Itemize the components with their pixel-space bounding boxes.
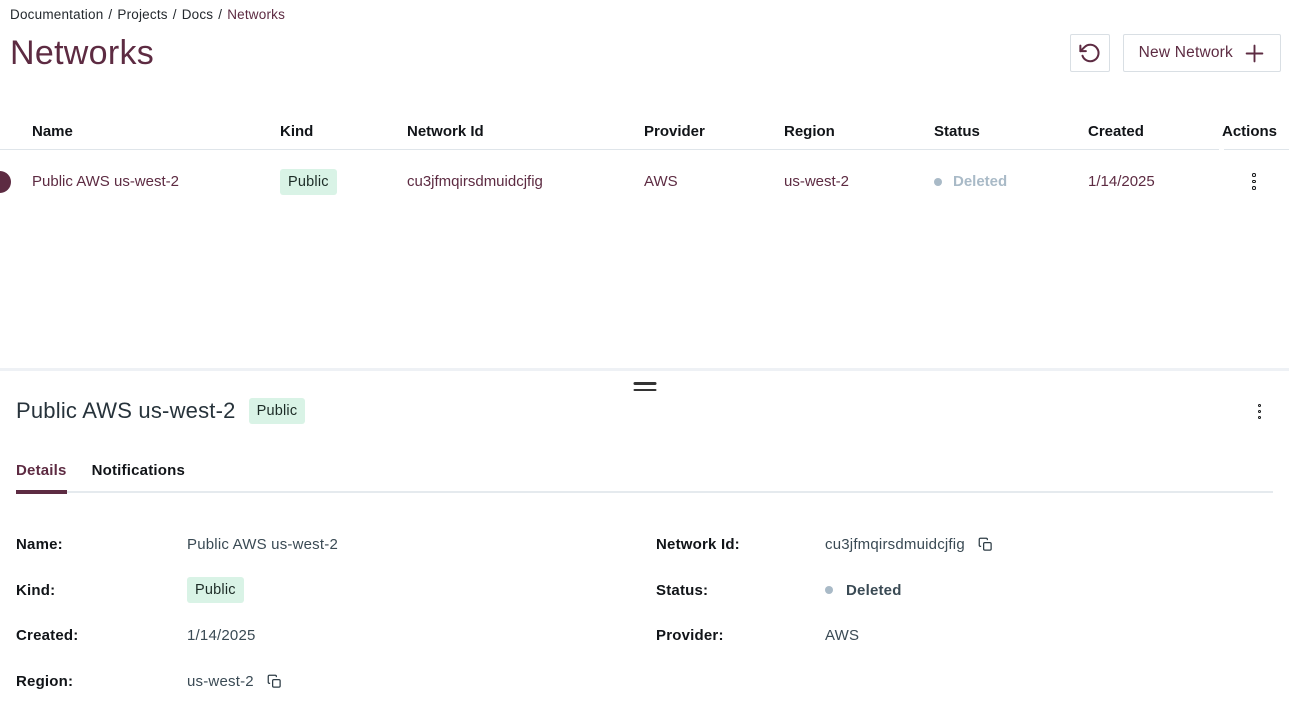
new-network-button-label: New Network <box>1139 44 1233 62</box>
page-title: Networks <box>10 34 154 73</box>
header-actions: New Network <box>1070 34 1281 72</box>
kebab-dot-icon <box>1252 180 1256 184</box>
status-dot-icon <box>825 586 833 594</box>
field-network-id: Network Id: cu3jfmqirsdmuidcjfig <box>656 522 1289 568</box>
column-header-kind: Kind <box>280 123 407 140</box>
field-label: Network Id: <box>656 536 825 553</box>
drawer-detail-fields: Name: Public AWS us-west-2 Kind: Public … <box>0 493 1289 704</box>
copy-icon <box>978 537 993 552</box>
field-label: Created: <box>16 627 187 644</box>
region-value: us-west-2 <box>187 673 254 690</box>
kebab-dot-icon <box>1258 416 1261 419</box>
column-header-region: Region <box>784 123 934 140</box>
field-label: Kind: <box>16 582 187 599</box>
rotate-ccw-icon <box>1079 42 1101 64</box>
column-header-provider: Provider <box>644 123 784 140</box>
fields-right-column: Network Id: cu3jfmqirsdmuidcjfig <box>656 522 1289 704</box>
column-header-created: Created <box>1088 123 1222 140</box>
breadcrumb-item-networks-current: Networks <box>227 7 285 22</box>
drag-handle-bar <box>633 389 656 392</box>
cell-name: Public AWS us-west-2 <box>32 173 280 190</box>
network-id-value: cu3jfmqirsdmuidcjfig <box>825 536 965 553</box>
field-value: Deleted <box>825 582 902 599</box>
row-actions-menu-button[interactable] <box>1248 169 1260 194</box>
breadcrumb: Documentation / Projects / Docs / Networks <box>0 0 1289 22</box>
refresh-button[interactable] <box>1070 34 1110 72</box>
field-created: Created: 1/14/2025 <box>16 613 656 659</box>
field-value: Public AWS us-west-2 <box>187 536 338 553</box>
networks-table: Name Kind Network Id Provider Region Sta… <box>0 113 1289 213</box>
field-label: Provider: <box>656 627 825 644</box>
page-header: Networks New Network <box>0 22 1289 73</box>
status-label: Deleted <box>953 173 1007 190</box>
copy-network-id-button[interactable] <box>978 537 993 552</box>
field-provider: Provider: AWS <box>656 613 1289 659</box>
cell-status: Deleted <box>934 173 1088 190</box>
status-label: Deleted <box>846 582 902 599</box>
kebab-dot-icon <box>1258 410 1261 413</box>
column-header-network-id: Network Id <box>407 123 644 140</box>
field-label: Name: <box>16 536 187 553</box>
breadcrumb-separator: / <box>173 7 177 22</box>
field-status: Status: Deleted <box>656 568 1289 614</box>
field-value: cu3jfmqirsdmuidcjfig <box>825 536 993 553</box>
drawer-drag-handle[interactable] <box>631 380 658 393</box>
column-header-actions: Actions <box>1222 123 1289 140</box>
copy-icon <box>267 674 282 689</box>
copy-region-button[interactable] <box>267 674 282 689</box>
column-header-name: Name <box>32 123 280 140</box>
column-header-status: Status <box>934 123 1088 140</box>
drag-handle-bar <box>633 382 656 385</box>
tab-notifications[interactable]: Notifications <box>92 454 185 493</box>
tab-details[interactable]: Details <box>16 454 67 493</box>
kebab-dot-icon <box>1258 404 1261 407</box>
cell-region: us-west-2 <box>784 173 934 190</box>
kind-badge: Public <box>280 169 337 195</box>
detail-drawer: Public AWS us-west-2 Public Details Noti… <box>0 368 1289 700</box>
kebab-dot-icon <box>1252 186 1256 190</box>
field-region: Region: us-west-2 <box>16 659 656 704</box>
table-row[interactable]: Public AWS us-west-2 Public cu3jfmqirsdm… <box>0 150 1289 213</box>
drawer-header: Public AWS us-west-2 Public <box>0 371 1289 424</box>
cell-network-id: cu3jfmqirsdmuidcjfig <box>407 173 644 190</box>
field-value: 1/14/2025 <box>187 627 256 644</box>
breadcrumb-item-docs[interactable]: Docs <box>182 7 214 22</box>
cell-kind: Public <box>280 169 407 195</box>
drawer-title: Public AWS us-west-2 <box>16 398 236 424</box>
table-header-row: Name Kind Network Id Provider Region Sta… <box>0 113 1289 150</box>
field-label: Region: <box>16 673 187 690</box>
plus-icon <box>1244 43 1265 64</box>
breadcrumb-separator: / <box>108 7 112 22</box>
selected-row-indicator <box>0 171 11 193</box>
field-value: us-west-2 <box>187 673 282 690</box>
drawer-tabs: Details Notifications <box>16 454 1273 493</box>
field-kind: Kind: Public <box>16 568 656 614</box>
cell-created: 1/14/2025 <box>1088 173 1222 190</box>
field-label: Status: <box>656 582 825 599</box>
cell-provider: AWS <box>644 173 784 190</box>
status-dot-icon <box>934 178 942 186</box>
field-value: Public <box>187 577 244 603</box>
breadcrumb-item-documentation[interactable]: Documentation <box>10 7 103 22</box>
breadcrumb-separator: / <box>218 7 222 22</box>
breadcrumb-item-projects[interactable]: Projects <box>117 7 167 22</box>
drawer-actions-menu-button[interactable] <box>1254 400 1265 423</box>
fields-left-column: Name: Public AWS us-west-2 Kind: Public … <box>16 522 656 704</box>
drawer-kind-badge: Public <box>249 398 306 424</box>
kebab-dot-icon <box>1252 173 1256 177</box>
field-value: AWS <box>825 627 859 644</box>
field-name: Name: Public AWS us-west-2 <box>16 522 656 568</box>
kind-badge: Public <box>187 577 244 603</box>
new-network-button[interactable]: New Network <box>1123 34 1281 72</box>
cell-actions <box>1222 169 1289 194</box>
